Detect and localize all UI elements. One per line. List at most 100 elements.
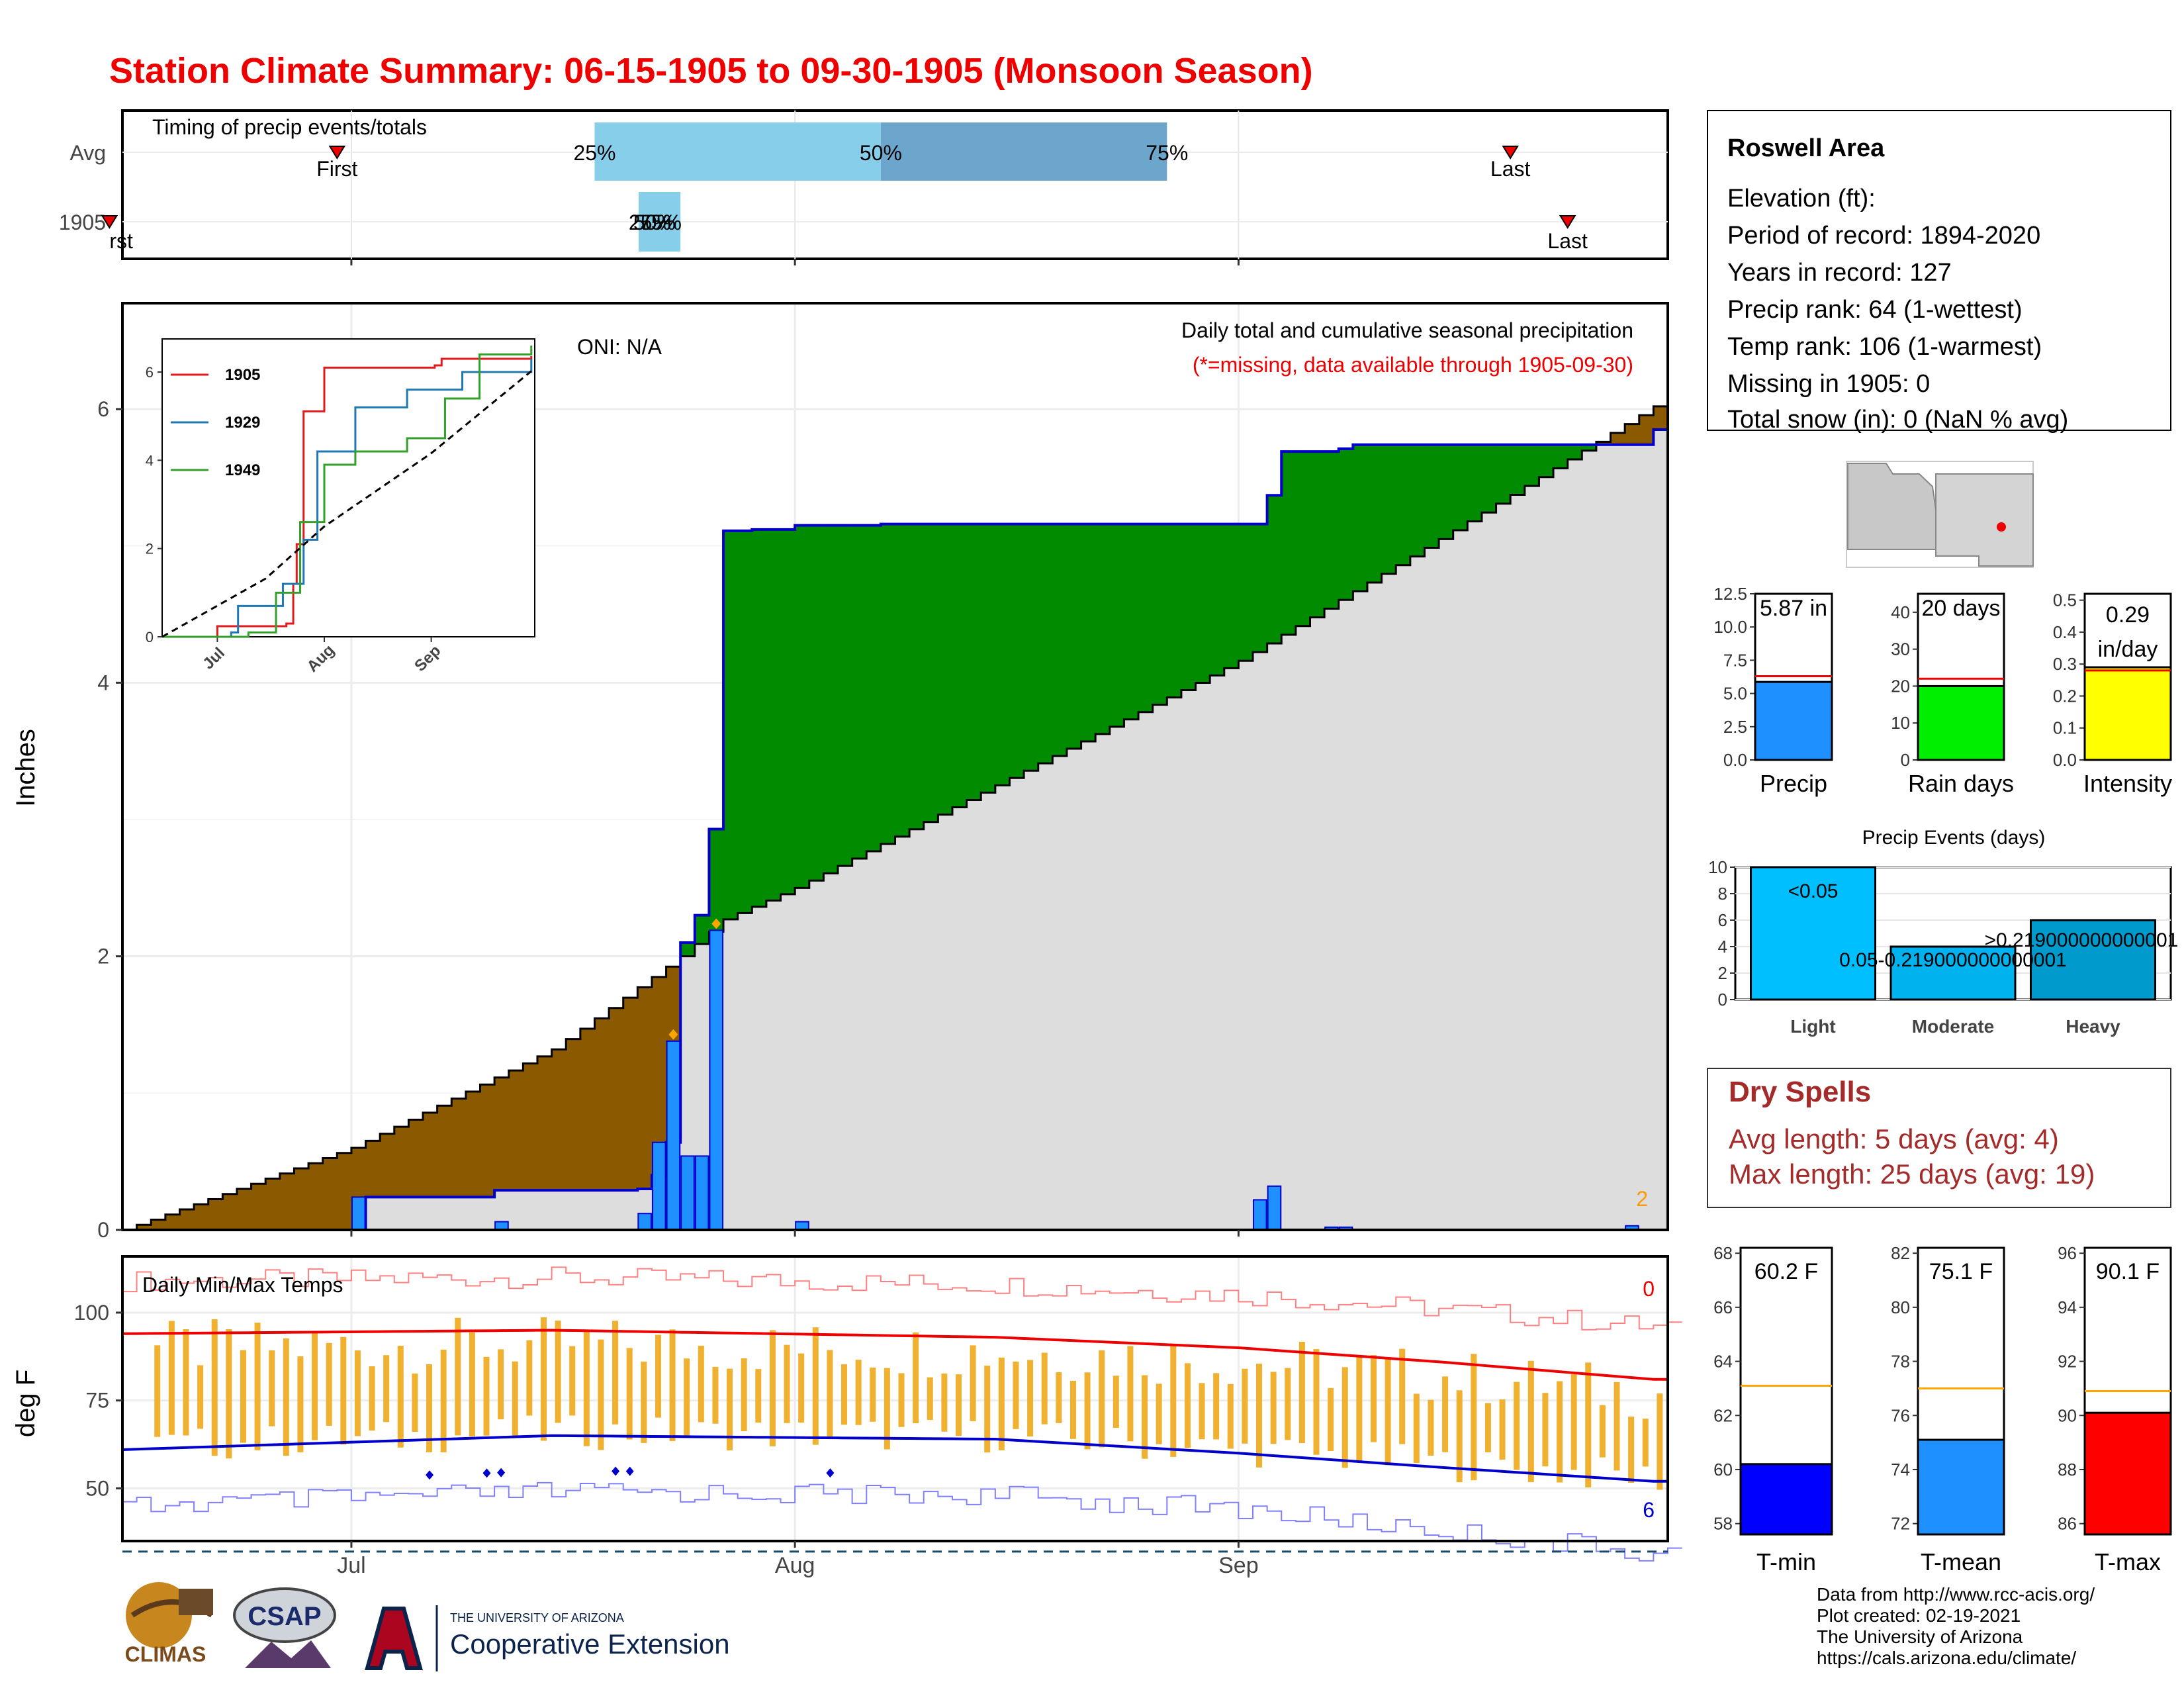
cumulative-departure-day-28 (523, 1063, 538, 1191)
cumulative-departure-day-25 (480, 1084, 495, 1197)
daily-temp-range-59 (970, 1345, 976, 1421)
daily-temp-range-32 (583, 1329, 590, 1446)
cumulative-departure-day-32 (580, 1028, 595, 1191)
inset-ytick-label-0: 0 (146, 629, 154, 645)
cumulative-departure-day-60 (981, 524, 996, 793)
totals-ytick-label-0-2: 5.0 (1723, 684, 1747, 704)
daily-temp-range-102 (1585, 1362, 1592, 1487)
cumulative-departure-day-26 (494, 1077, 510, 1191)
daily-temp-range-81 (1285, 1368, 1291, 1440)
record-low-line (122, 1481, 1682, 1562)
precip-ytick-label-3: 6 (97, 397, 109, 421)
avg-last-marker (1502, 146, 1519, 160)
cumulative-departure-day-92 (1439, 444, 1454, 539)
cumulative-base-day-51 (852, 859, 867, 1229)
daily-temp-range-101 (1570, 1374, 1577, 1470)
daily-temp-range-97 (1514, 1382, 1520, 1470)
average-cumulative-line (122, 405, 1668, 1231)
timing-row-avg-label: Avg (69, 141, 106, 165)
events-title: Precip Events (days) (1862, 827, 2046, 849)
precip-y-label: Inches (11, 729, 40, 807)
daily-temp-range-104 (1614, 1382, 1620, 1471)
cumulative-base-day-48 (809, 880, 824, 1229)
daily-temp-range-39 (684, 1358, 690, 1436)
daily-temp-range-12 (297, 1356, 304, 1452)
daily-temp-range-60 (984, 1365, 991, 1453)
cumulative-departure-day-103 (1596, 442, 1612, 445)
daily-precip-bar-5 (680, 1155, 695, 1231)
csap-logo: CSAP (233, 1587, 336, 1668)
daily-temp-range-54 (898, 1373, 905, 1427)
cumulative-base-day-83 (1310, 617, 1325, 1229)
year-last-label: Last (1547, 229, 1588, 253)
observed-cumulative-line (122, 428, 1668, 1231)
daily-temp-range-7 (226, 1329, 232, 1459)
timing-row-year-label: 1905 (59, 211, 106, 234)
cumulative-base-day-55 (909, 829, 925, 1229)
cumulative-departure-day-101 (1567, 444, 1582, 460)
cumulative-departure-day-65 (1052, 524, 1068, 757)
temp-totals-ytick-label-0-5: 68 (1713, 1243, 1733, 1263)
timing-title: Timing of precip events/totals (152, 115, 427, 139)
cumulative-departure-day-45 (766, 529, 782, 901)
station-missing: Missing in 1905: 0 (1727, 370, 1930, 398)
month-label-aug: Aug (775, 1553, 815, 1578)
cumulative-base-day-50 (838, 866, 853, 1229)
cumulative-base-day-27 (508, 1190, 523, 1229)
temp-totals-ytick-label-1-1: 74 (1891, 1460, 1910, 1479)
daily-precip-bar-0 (351, 1196, 366, 1231)
daily-temp-range-83 (1313, 1349, 1320, 1455)
season-totals: 0.0 2.5 5.0 7.5 10.0 12.5 5.87 in Precip 0 10 20 30… (1713, 584, 2172, 797)
station-location-marker (1997, 522, 2006, 532)
cumulative-base-day-96 (1496, 503, 1511, 1229)
avg-first-marker (328, 146, 346, 160)
cumulative-departure-day-74 (1181, 524, 1197, 690)
totals-panel-label-1: Rain days (1908, 770, 2014, 797)
temp-missing-min: 6 (1643, 1498, 1655, 1522)
cumulative-departure-day-89 (1396, 444, 1411, 565)
cumulative-base-day-86 (1353, 591, 1368, 1229)
cumulative-departure-day-9 (251, 1184, 266, 1230)
temp-totals-panel-label-1: T-mean (1921, 1548, 2001, 1575)
dry-spells-title: Dry Spells (1729, 1076, 1871, 1108)
temperature-totals: 58 60 62 64 66 68 60.2 F T-min 72 74 76 78 80 82 75.1 … (1713, 1243, 2172, 1575)
station-precip-rank: Precip rank: 64 (1-wettest) (1727, 296, 2023, 324)
daily-temp-range-76 (1213, 1373, 1220, 1440)
cumulative-departure-day-84 (1324, 451, 1340, 609)
cumulative-departure-day-76 (1210, 524, 1225, 676)
cumulative-departure-day-96 (1496, 444, 1511, 504)
events-bar-label-heavy: >0.219000000000001 (1985, 929, 2179, 951)
cumulative-base-day-91 (1424, 547, 1439, 1229)
daily-temp-range-28 (526, 1340, 533, 1416)
daily-temp-range-27 (512, 1361, 518, 1437)
cumulative-base-day-29 (537, 1190, 553, 1229)
daily-temp-range-75 (1199, 1383, 1205, 1440)
totals-ytick-label-2-0: 0.0 (2053, 750, 2077, 770)
cumulative-departure-day-55 (909, 524, 925, 829)
temp-totals-ytick-label-2-1: 88 (2058, 1460, 2077, 1479)
precip-note: Daily total and cumulative seasonal prec… (1181, 318, 1633, 342)
daily-temp-range-79 (1256, 1364, 1263, 1468)
inset-line-average (161, 370, 532, 638)
cumulative-departure-day-87 (1367, 444, 1383, 583)
cumulative-base-day-80 (1267, 643, 1282, 1229)
cumulative-departure-day-42 (723, 530, 739, 919)
daily-temp-range-61 (998, 1357, 1005, 1450)
temp-axes: 50 75 100 Jul Aug Sep (74, 1301, 1259, 1578)
cumulative-base-day-53 (880, 843, 895, 1229)
daily-temp-range-16 (354, 1350, 361, 1436)
cumulative-departure-day-4 (179, 1209, 195, 1230)
daily-precip-bar-10 (1267, 1185, 1282, 1231)
daily-temp-range-86 (1356, 1356, 1363, 1462)
cumulative-departure-day-31 (566, 1039, 581, 1191)
record-low-marker-1 (482, 1468, 491, 1478)
cumulative-departure-day-91 (1424, 444, 1439, 548)
footer-line-created: Plot created: 02-19-2021 (1817, 1605, 2021, 1626)
cumulative-base-day-43 (737, 913, 752, 1229)
cumulative-departure-day-77 (1224, 524, 1239, 669)
cumulative-base-day-28 (523, 1190, 538, 1229)
daily-temp-range-26 (498, 1349, 504, 1420)
daily-temp-range-105 (1628, 1416, 1635, 1483)
